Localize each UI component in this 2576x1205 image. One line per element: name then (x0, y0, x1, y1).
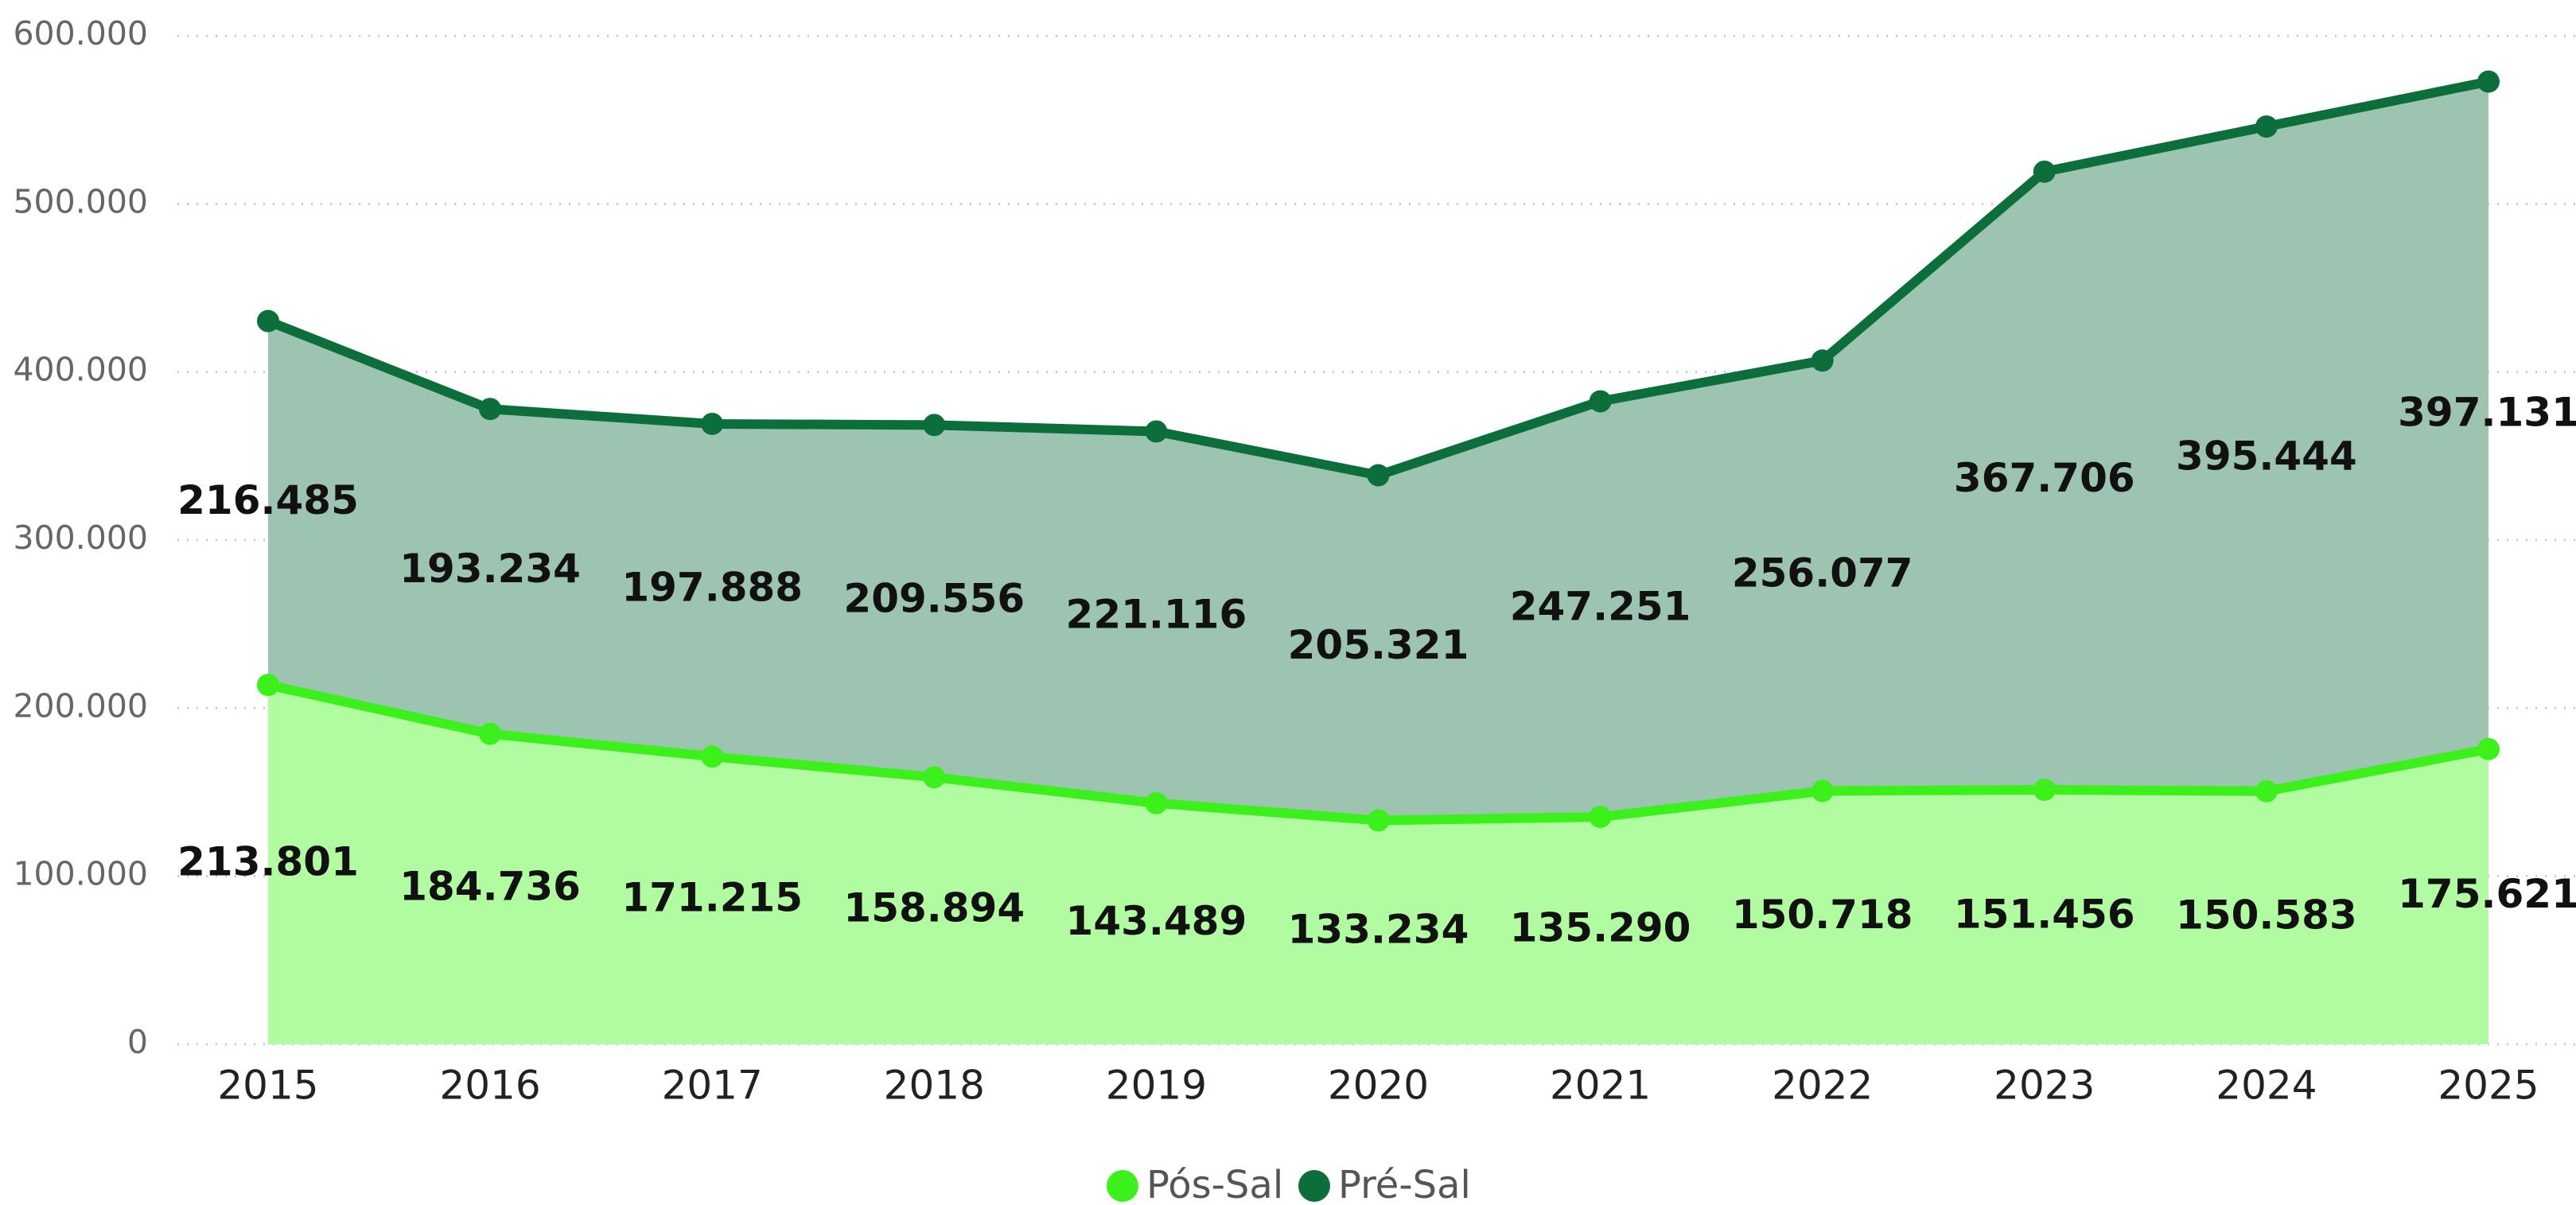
data-label: 205.321 (1288, 622, 1469, 668)
marker (479, 398, 502, 421)
data-label: 171.215 (621, 875, 803, 921)
data-label: 150.583 (2176, 892, 2357, 938)
marker (479, 722, 502, 745)
marker (257, 309, 279, 332)
marker (1367, 464, 1390, 487)
legend-label: Pré-Sal (1338, 1163, 1471, 1205)
data-label: 221.116 (1066, 592, 1247, 638)
y-tick-label: 500.000 (13, 182, 148, 220)
data-label: 150.718 (1732, 892, 1913, 938)
data-label: 143.489 (1066, 898, 1247, 944)
data-label: 216.485 (177, 477, 359, 523)
marker (257, 674, 279, 697)
marker (2255, 779, 2278, 803)
data-label: 197.888 (621, 565, 803, 611)
marker (923, 414, 946, 437)
x-tick-label: 2017 (662, 1063, 763, 1109)
marker (2255, 115, 2278, 138)
marker (1367, 809, 1390, 832)
marker (1589, 806, 1612, 829)
x-tick-label: 2016 (439, 1063, 540, 1109)
marker (1811, 349, 1834, 372)
marker (701, 412, 724, 435)
y-tick-label: 300.000 (13, 519, 148, 557)
marker (1145, 791, 1168, 814)
data-label: 158.894 (843, 885, 1025, 931)
data-label: 256.077 (1732, 550, 1913, 596)
x-tick-label: 2019 (1106, 1063, 1207, 1109)
legend-marker (1298, 1170, 1330, 1202)
data-label: 213.801 (177, 839, 359, 885)
x-tick-label: 2020 (1328, 1063, 1429, 1109)
data-label: 193.234 (399, 546, 581, 592)
x-tick-label: 2025 (2438, 1063, 2539, 1109)
marker (2033, 778, 2056, 801)
x-tick-label: 2023 (1994, 1063, 2095, 1109)
marker (701, 745, 724, 768)
y-tick-label: 100.000 (13, 855, 148, 893)
legend-marker (1107, 1170, 1138, 1202)
y-tick-label: 0 (127, 1023, 148, 1061)
legend-label: Pós-Sal (1146, 1163, 1283, 1205)
data-label: 247.251 (1510, 583, 1691, 629)
marker (1811, 779, 1834, 803)
marker (2477, 70, 2500, 93)
marker (1589, 390, 1612, 413)
y-tick-label: 200.000 (13, 686, 148, 725)
data-label: 395.444 (2176, 433, 2357, 479)
data-label: 184.736 (399, 863, 581, 909)
x-tick-label: 2024 (2216, 1063, 2317, 1109)
marker (2477, 737, 2500, 760)
x-tick-label: 2018 (884, 1063, 985, 1109)
data-label: 209.556 (843, 575, 1025, 621)
marker (1145, 420, 1168, 443)
x-tick-label: 2022 (1772, 1063, 1873, 1109)
data-label: 135.290 (1510, 905, 1691, 951)
area (268, 81, 2488, 821)
marker (2033, 160, 2056, 183)
marker (923, 766, 946, 789)
y-tick-label: 400.000 (13, 351, 148, 389)
data-label: 175.621 (2398, 871, 2576, 917)
data-label: 133.234 (1288, 907, 1469, 953)
area (268, 685, 2488, 1044)
data-label: 367.706 (1954, 455, 2135, 501)
data-label: 151.456 (1954, 891, 2135, 937)
x-tick-label: 2015 (217, 1063, 318, 1109)
y-tick-label: 600.000 (13, 14, 148, 52)
data-label: 397.131 (2398, 390, 2576, 436)
x-tick-label: 2021 (1550, 1063, 1651, 1109)
